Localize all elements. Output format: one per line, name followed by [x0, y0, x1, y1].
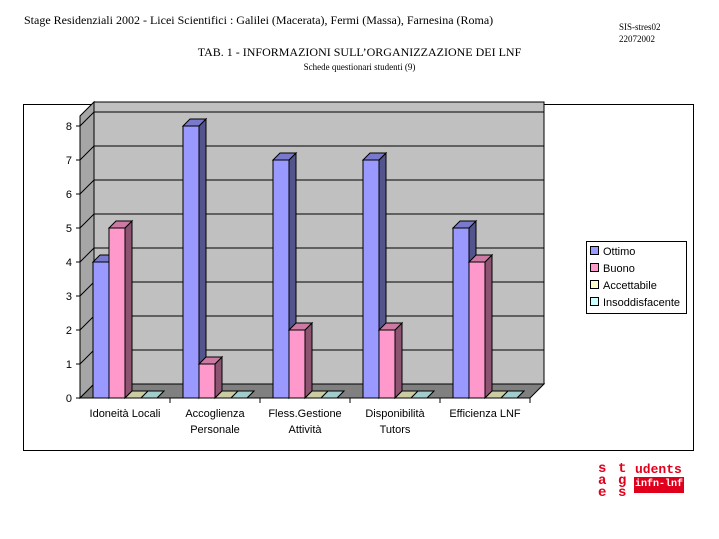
x-category-label: Efficienza LNF [449, 408, 521, 420]
bar-insoddisfacente-top [229, 390, 256, 399]
stages-logo: s t a g e s udents infn-lnf [598, 461, 688, 501]
bar-buono-front [198, 363, 216, 399]
legend-label-buono: Buono [603, 263, 635, 275]
bar-buono-top [107, 220, 134, 229]
bar-ottimo-front [182, 125, 200, 399]
bar-buono-side [484, 253, 493, 400]
bar-ottimo-side [198, 117, 207, 400]
bar-buono-side [394, 321, 403, 400]
y-tick-label: 1 [66, 359, 72, 371]
bar-insoddisfacente-top [499, 390, 526, 399]
table-title: TAB. 1 - INFORMAZIONI SULL’ORGANIZZAZION… [197, 45, 522, 59]
document-code-id: SIS-stres02 [619, 22, 661, 32]
x-category-label: Attività [288, 424, 322, 436]
legend-label-ottimo: Ottimo [603, 246, 636, 258]
bar-ottimo-top [271, 152, 298, 161]
logo-letter-s1: s [598, 461, 607, 477]
logo-letter-t: t [618, 461, 627, 477]
legend-label-accettabile: Accettabile [603, 280, 657, 292]
y-tick-label: 4 [66, 257, 72, 269]
legend-item-buono: Buono [590, 261, 635, 277]
logo-letter-g: g [618, 473, 627, 489]
y-tick-label: 6 [66, 189, 72, 201]
bar-insoddisfacente-top [319, 390, 346, 399]
x-category-label: Tutors [380, 424, 411, 436]
y-tick-label: 0 [66, 393, 72, 405]
legend-item-ottimo: Ottimo [590, 244, 635, 260]
logo-infn-lnf-box: infn-lnf [634, 477, 684, 493]
legend-item-accettabile: Accettabile [590, 278, 657, 294]
x-category-label: Accoglienza [185, 408, 245, 420]
logo-letter-e: e [598, 485, 607, 501]
bar-buono-front [378, 329, 396, 399]
gridline [79, 247, 544, 263]
bar-buono-side [124, 219, 133, 400]
x-category-label: Idoneità Locali [90, 408, 161, 420]
chart-legend: Ottimo Buono Accettabile Insoddisfacente [586, 241, 687, 314]
gridline [79, 213, 544, 229]
bar-ottimo-top [361, 152, 388, 161]
y-tick-label: 7 [66, 155, 72, 167]
legend-swatch-accettabile [590, 280, 599, 289]
bar-ottimo-front [362, 159, 380, 399]
gridline [79, 145, 544, 161]
bar-buono-front [468, 261, 486, 399]
x-category-label: Personale [190, 424, 240, 436]
y-tick-label: 8 [66, 121, 72, 133]
page-header-title: Stage Residenziali 2002 - Licei Scientif… [24, 13, 494, 27]
y-tick-label: 5 [66, 223, 72, 235]
legend-swatch-ottimo [590, 246, 599, 255]
y-tick-label: 2 [66, 325, 72, 337]
bar-buono-top [197, 356, 224, 365]
bar-insoddisfacente-top [409, 390, 436, 399]
x-category-label: Disponibilità [365, 408, 425, 420]
bar-ottimo-front [272, 159, 290, 399]
bar-ottimo-top [451, 220, 478, 229]
bar-buono-top [377, 322, 404, 331]
legend-swatch-buono [590, 263, 599, 272]
bar-insoddisfacente-top [139, 390, 166, 399]
logo-letter-s2: s [618, 485, 627, 501]
logo-letter-a: a [598, 473, 607, 489]
logo-udents: udents [635, 462, 682, 477]
bar-buono-top [467, 254, 494, 263]
bar-buono-front [108, 227, 126, 399]
legend-item-insoddisfacente: Insoddisfacente [590, 295, 680, 311]
legend-label-insoddisfacente: Insoddisfacente [603, 297, 681, 309]
y-tick-label: 3 [66, 291, 72, 303]
document-code: SIS-stres02 22072002 [619, 21, 661, 45]
gridline [79, 179, 544, 195]
x-category-label: Fless.Gestione [268, 408, 341, 420]
document-code-date: 22072002 [619, 34, 655, 44]
bar-ottimo-front [92, 261, 110, 399]
bar-buono-side [304, 321, 313, 400]
gridline [79, 111, 544, 127]
legend-swatch-insoddisfacente [590, 297, 599, 306]
bar-buono-top [287, 322, 314, 331]
table-subtitle: Schede questionari studenti (9) [303, 62, 416, 72]
bar-ottimo-front [452, 227, 470, 399]
bar-buono-front [288, 329, 306, 399]
bar-ottimo-top [181, 118, 208, 127]
